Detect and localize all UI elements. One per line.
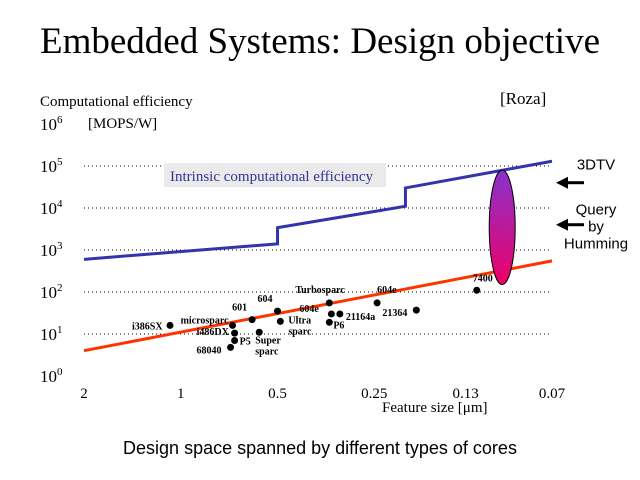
intrinsic-label-box (164, 163, 386, 187)
processor-label: Super sparc (255, 335, 281, 357)
processor-point (325, 318, 333, 326)
x-tick-label: 2 (80, 386, 88, 402)
processor-point (412, 306, 420, 314)
y-axis-unit: [MOPS/W] (88, 116, 157, 132)
processor-label: 604e (377, 285, 397, 296)
processor-point (229, 321, 237, 329)
y-tick-label: 104 (40, 198, 63, 218)
processor-point (231, 337, 239, 345)
slide-title: Embedded Systems: Design objective (39, 21, 601, 62)
processor-label: P6 (333, 320, 344, 331)
processor-label: i386SX (132, 321, 163, 332)
y-tick-exponent: 6 (57, 114, 63, 126)
processor-point (373, 299, 381, 307)
processor-label: 68040 (197, 345, 222, 356)
application-range-ellipse (488, 169, 516, 286)
y-tick-label: 102 (40, 282, 63, 302)
x-tick-label: 0.5 (268, 386, 287, 402)
processor-point (327, 310, 335, 318)
y-tick-exponent: 5 (57, 156, 63, 168)
y-tick-base: 10 (40, 115, 57, 134)
processor-point (166, 321, 174, 329)
processor-point (473, 286, 481, 294)
source-citation: [Roza] (500, 89, 546, 108)
x-tick-label: 0.13 (452, 386, 478, 402)
application-markers: 3DTV Query by Humming (556, 157, 628, 253)
intrinsic-efficiency-line (83, 159, 553, 261)
processor-point (231, 329, 239, 337)
y-tick-label: 100 (40, 366, 63, 386)
y-tick-base: 10 (40, 283, 57, 302)
processor-label: 604 (258, 294, 273, 305)
y-tick-base: 10 (40, 157, 57, 176)
y-tick-exponent: 3 (57, 240, 63, 252)
x-tick-label: 0.25 (361, 386, 387, 402)
x-axis-ticks: 2 1 0.5 0.25 0.13 0.07 (80, 386, 565, 402)
processor-label: 601 (232, 303, 247, 314)
y-tick-base: 10 (40, 241, 57, 260)
processor-point (227, 343, 235, 351)
y-tick-base: 10 (40, 325, 57, 344)
processor-label: microsparc (181, 315, 230, 326)
processor-label: Ultra sparc (288, 315, 312, 337)
processor-point (276, 317, 284, 325)
application-label: 3DTV (577, 157, 615, 174)
processor-label: i486DX (197, 327, 230, 338)
y-tick-exponent: 4 (57, 198, 63, 210)
y-tick-exponent: 2 (57, 282, 63, 294)
y-tick-label: 103 (40, 240, 63, 260)
intrinsic-efficiency-label: Intrinsic computational efficiency (170, 169, 373, 185)
arrow-left-icon (556, 176, 568, 189)
processor-point (274, 307, 282, 315)
arrow-left-icon (556, 218, 568, 231)
x-tick-label: 1 (177, 386, 185, 402)
y-tick-base: 10 (40, 367, 57, 386)
processor-point (336, 310, 344, 318)
processor-label: P5 (240, 337, 251, 348)
processor-label: 604e (299, 304, 319, 315)
y-tick-base: 10 (40, 199, 57, 218)
y-tick-exponent: 1 (57, 324, 63, 336)
x-axis-label: Feature size [μm] (382, 400, 488, 416)
y-tick-label: 106 (40, 114, 63, 134)
x-tick-label: 0.07 (539, 386, 566, 402)
processor-label: Turbosparc (295, 285, 345, 296)
y-tick-label: 101 (40, 324, 63, 344)
processor-label: 7400 (473, 273, 493, 284)
y-axis-label: Computational efficiency (40, 94, 193, 110)
application-label: Query by Humming (564, 202, 628, 253)
y-tick-label: 105 (40, 156, 63, 176)
processor-point (255, 328, 263, 336)
processor-point (325, 299, 333, 307)
processor-label: 21364 (382, 308, 407, 319)
y-tick-exponent: 0 (57, 366, 63, 378)
processor-point (248, 316, 256, 324)
processor-label: 21164a (346, 312, 375, 323)
slide-caption: Design space spanned by different types … (123, 438, 517, 458)
processor-trend-line (83, 259, 553, 353)
